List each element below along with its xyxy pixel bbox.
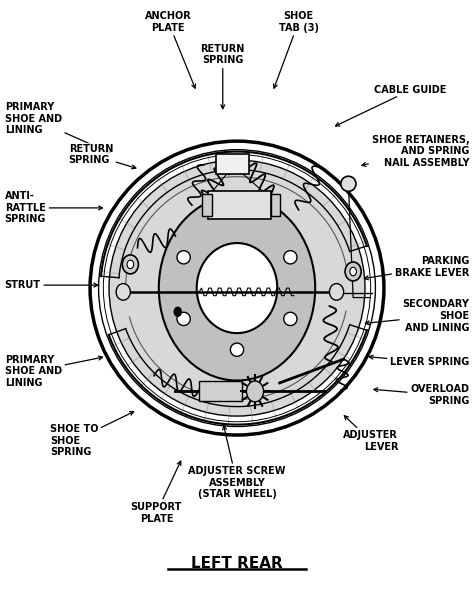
Ellipse shape [345,262,361,281]
Ellipse shape [246,381,264,402]
Text: SUPPORT
PLATE: SUPPORT PLATE [131,461,182,523]
Text: LEVER SPRING: LEVER SPRING [369,355,469,367]
FancyBboxPatch shape [271,194,280,216]
Text: OVERLOAD
SPRING: OVERLOAD SPRING [374,384,469,406]
Ellipse shape [284,251,297,264]
Text: PRIMARY
SHOE AND
LINING: PRIMARY SHOE AND LINING [5,355,102,388]
Ellipse shape [89,140,385,436]
Text: SHOE RETAINERS,
AND SPRING
NAIL ASSEMBLY: SHOE RETAINERS, AND SPRING NAIL ASSEMBLY [362,135,469,168]
Text: CABLE GUIDE: CABLE GUIDE [336,85,447,126]
Ellipse shape [177,251,190,264]
Ellipse shape [122,255,138,274]
Ellipse shape [230,343,244,356]
Ellipse shape [329,283,344,300]
Ellipse shape [341,176,356,191]
Text: RETURN
SPRING: RETURN SPRING [69,144,136,169]
Text: ANTI-
RATTLE
SPRING: ANTI- RATTLE SPRING [5,191,102,225]
Text: LEFT REAR: LEFT REAR [191,555,283,571]
Ellipse shape [159,195,315,381]
Ellipse shape [109,160,365,416]
Text: PARKING
BRAKE LEVER: PARKING BRAKE LEVER [365,257,469,280]
Ellipse shape [127,260,134,268]
Text: RETURN
SPRING: RETURN SPRING [201,44,245,109]
Ellipse shape [173,307,182,317]
Ellipse shape [350,267,356,276]
Text: SHOE TO
SHOE
SPRING: SHOE TO SHOE SPRING [50,412,134,457]
Text: SECONDARY
SHOE
AND LINING: SECONDARY SHOE AND LINING [365,299,469,333]
Ellipse shape [116,283,130,300]
FancyBboxPatch shape [216,154,248,174]
Text: ANCHOR
PLATE: ANCHOR PLATE [145,11,195,88]
FancyBboxPatch shape [199,381,242,402]
Ellipse shape [284,312,297,326]
Ellipse shape [177,312,190,326]
Text: SHOE
TAB (3): SHOE TAB (3) [273,11,319,88]
Text: STRUT: STRUT [5,280,98,290]
FancyBboxPatch shape [208,191,271,219]
Text: ADJUSTER SCREW
ASSEMBLY
(STAR WHEEL): ADJUSTER SCREW ASSEMBLY (STAR WHEEL) [188,426,286,500]
Text: PRIMARY
SHOE AND
LINING: PRIMARY SHOE AND LINING [5,102,110,153]
Text: ADJUSTER
LEVER: ADJUSTER LEVER [343,416,398,451]
Ellipse shape [197,243,277,333]
FancyBboxPatch shape [202,194,212,216]
